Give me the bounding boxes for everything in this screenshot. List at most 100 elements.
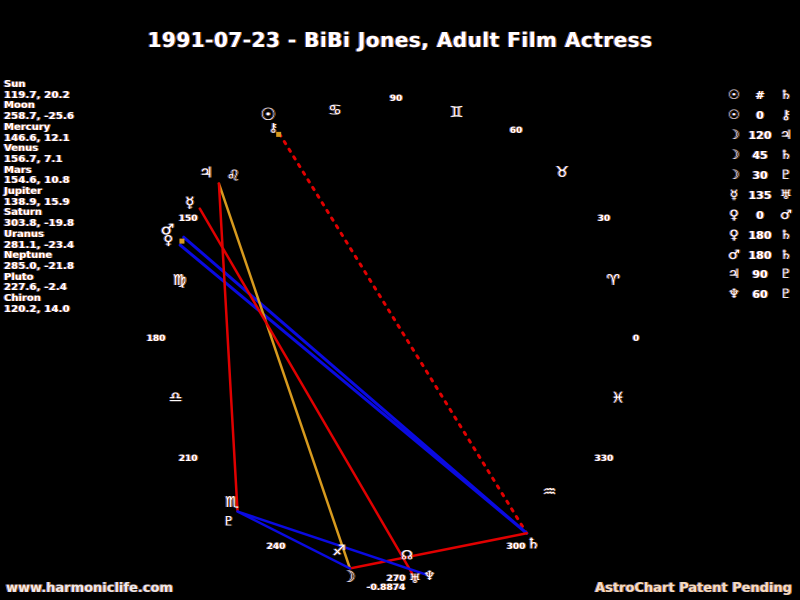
planet-coordinates: 285.0, -21.8	[4, 260, 75, 272]
planet-coordinates: 120.2, 14.0	[4, 303, 70, 315]
venus-glyph: ♀	[729, 207, 739, 223]
conjunction-marker-sun-chiron	[276, 131, 282, 137]
saturn-glyph: ♄	[780, 148, 792, 164]
degree-label-180: 180	[147, 334, 166, 344]
degree-label-30: 30	[598, 214, 611, 224]
aspect-angle: 60	[752, 288, 768, 302]
aspect-line-sun-saturn	[278, 132, 529, 535]
planet-name: Moon	[4, 100, 35, 112]
aspect-row: ♂ 180 ♄	[724, 245, 796, 265]
aspect-angle: #	[755, 89, 765, 103]
degree-label-0: 0	[633, 334, 639, 344]
aspect-row: ♃ 90 ♇	[724, 265, 796, 285]
sun-glyph: ☉	[728, 88, 740, 104]
planet-coordinates: 154.6, 10.8	[4, 175, 70, 187]
aspect-row: ☽ 45 ♄	[724, 146, 796, 166]
planet-coordinates: 138.9, 15.9	[4, 196, 70, 208]
aspect-angle: 135	[748, 188, 772, 202]
planet-coordinates: 119.7, 20.2	[4, 89, 70, 101]
planet-name: Uranus	[4, 228, 44, 240]
mars-glyph: ♂	[728, 247, 740, 263]
moon-glyph: ☽	[728, 168, 740, 183]
planet-name: Venus	[4, 143, 39, 155]
saturn-glyph: ♄	[780, 227, 792, 243]
jupiter-glyph: ♃	[780, 128, 792, 144]
degree-label-270: 270	[387, 574, 406, 584]
aries-sign-glyph: ♈	[607, 271, 620, 289]
aspect-line-mars-saturn	[182, 235, 529, 535]
planet-name: Saturn	[4, 207, 42, 219]
aspect-row: ♀ 0 ♂	[724, 205, 796, 225]
planet-coordinates: 258.7, -25.6	[4, 111, 75, 123]
degree-label-60: 60	[510, 126, 523, 136]
aspect-angle: 180	[748, 228, 772, 242]
moon-glyph: ☽	[728, 148, 740, 164]
mars-planet-glyph: ♂	[161, 221, 174, 239]
planet-coordinates: 227.6, -2.4	[4, 282, 67, 294]
saturn-planet-glyph: ♄	[527, 535, 540, 553]
mercury-planet-glyph: ☿	[185, 193, 194, 211]
planet-position-panel: Sun 119.7, 20.2 Moon 258.7, -25.6 Mercury 146…	[4, 79, 75, 315]
patent-watermark: AstroChart Patent Pending	[595, 581, 792, 596]
node-planet-glyph: ☊	[401, 548, 413, 563]
aspect-angle: 90	[752, 268, 768, 282]
planet-name: Mars	[4, 164, 32, 176]
aspect-angle: 45	[752, 149, 768, 163]
degree-label-330: 330	[594, 454, 613, 464]
uranus-planet-glyph: ♅	[409, 572, 421, 587]
degree-label-210: 210	[179, 454, 198, 464]
saturn-glyph: ♄	[780, 247, 792, 263]
venus-glyph: ♀	[729, 227, 739, 243]
chart-title: 1991-07-23 - BiBi Jones, Adult Film Actr…	[147, 28, 653, 52]
cancer-sign-glyph: ♋	[328, 101, 341, 119]
pisces-sign-glyph: ♓	[611, 389, 624, 407]
aspect-row: ☉ # ♄	[724, 86, 796, 106]
harmonic-annotation: -0.8874	[367, 583, 405, 593]
aspect-line-jupiter-moon	[217, 182, 352, 570]
aspect-line-moon-saturn	[348, 532, 528, 570]
planet-name: Neptune	[4, 250, 53, 262]
libra-sign-glyph: ♎	[169, 388, 182, 406]
aspect-angle: 0	[756, 109, 764, 123]
planet-name: Pluto	[4, 271, 34, 283]
aspect-line-jupiter-pluto	[217, 182, 239, 513]
uranus-glyph: ♅	[780, 187, 792, 203]
neptune-planet-glyph: ♆	[424, 569, 436, 584]
moon-glyph: ☽	[728, 128, 740, 144]
taurus-sign-glyph: ♉	[555, 163, 568, 181]
aspect-row: ♀ 180 ♄	[724, 225, 796, 245]
pluto-glyph: ♇	[780, 287, 792, 303]
aspect-row: ☉ 0 ⚷	[724, 106, 796, 126]
aspect-row: ☽ 30 ♇	[724, 166, 796, 186]
sun-planet-glyph: ☉	[261, 105, 276, 125]
aspect-list-panel: ☉ # ♄ ☉ 0 ⚷ ☽ 120 ♃ ☽ 45 ♄ ☽ 30 ♇ ☿ 135 ♅ ♀ 0 ♂ ♀ 180 ♄ ♂ 180 ♄ ♃ 90…	[724, 86, 796, 305]
mars-glyph: ♂	[780, 207, 792, 223]
pluto-planet-glyph: ♇	[223, 515, 235, 530]
aspect-line-pluto-moon	[236, 510, 352, 570]
planet-coordinates: 156.7, 7.1	[4, 153, 63, 165]
degree-label-240: 240	[267, 542, 286, 552]
website-watermark: www.harmoniclife.com	[6, 581, 173, 596]
jupiter-glyph: ♃	[728, 267, 740, 283]
gemini-sign-glyph: ♊	[450, 103, 463, 121]
conjunction-marker-venus-mars	[179, 238, 185, 244]
mercury-glyph: ☿	[730, 187, 738, 203]
degree-label-150: 150	[179, 214, 198, 224]
aspect-row: ♆ 60 ♇	[724, 285, 796, 305]
aquarius-sign-glyph: ♒	[543, 482, 556, 500]
leo-sign-glyph: ♌	[227, 166, 240, 184]
planet-name: Chiron	[4, 293, 41, 305]
sun-glyph: ☉	[728, 108, 740, 124]
sagittarius-sign-glyph: ♐	[332, 542, 345, 560]
aspect-row: ☽ 120 ♃	[724, 126, 796, 146]
saturn-glyph: ♄	[780, 88, 792, 104]
degree-label-300: 300	[507, 542, 526, 552]
chiron-glyph: ⚷	[781, 108, 791, 124]
planet-name: Sun	[4, 79, 26, 90]
pluto-glyph: ♇	[780, 168, 792, 183]
chiron-planet-glyph: ⚷	[269, 120, 278, 134]
aspect-angle: 180	[748, 248, 772, 262]
neptune-glyph: ♆	[728, 287, 740, 303]
